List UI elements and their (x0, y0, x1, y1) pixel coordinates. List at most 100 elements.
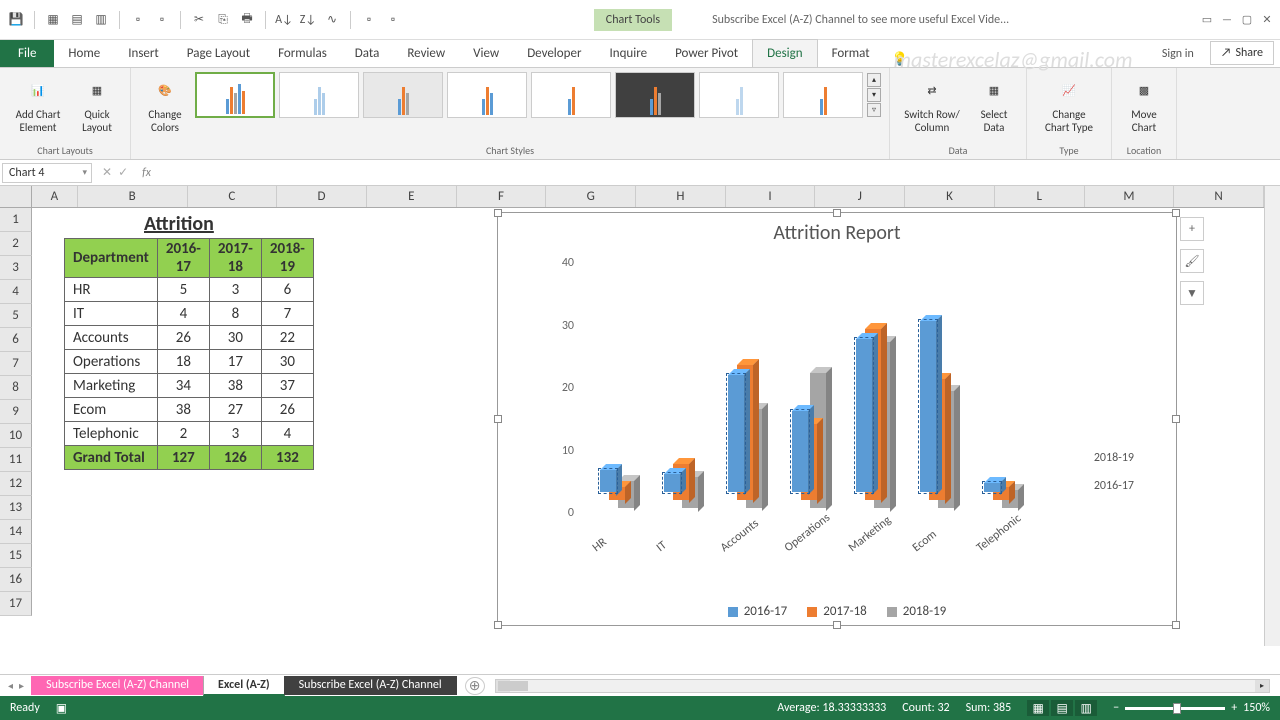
chart-bar[interactable] (856, 339, 872, 492)
view-switcher[interactable]: ▦ ▤ ▥ (1027, 700, 1097, 716)
bar-group[interactable] (590, 308, 650, 508)
table-cell[interactable]: 18 (157, 350, 209, 374)
select-all-corner[interactable] (0, 186, 32, 208)
formula-input[interactable] (157, 163, 1280, 183)
row-header[interactable]: 7 (0, 352, 32, 376)
legend-item[interactable]: 2017-18 (807, 604, 867, 619)
row-header[interactable]: 17 (0, 592, 32, 616)
row-header[interactable]: 8 (0, 376, 32, 400)
row-header[interactable]: 14 (0, 520, 32, 544)
qat-icon[interactable]: ▫ (130, 12, 146, 28)
chart-style-thumb[interactable] (783, 72, 863, 118)
qat-icon[interactable]: ▫ (154, 12, 170, 28)
sheet-tab-active[interactable]: Excel (A-Z) (203, 676, 285, 696)
share-button[interactable]: ↗ Share (1210, 41, 1274, 65)
bar-group[interactable] (846, 308, 906, 508)
table-cell[interactable]: 26 (261, 398, 313, 422)
row-header[interactable]: 11 (0, 448, 32, 472)
chart-style-thumb[interactable] (531, 72, 611, 118)
close-icon[interactable]: ✕ (1258, 13, 1276, 27)
zoom-control[interactable]: − + 150% (1113, 701, 1270, 715)
maximize-icon[interactable]: ▢ (1238, 13, 1256, 27)
sheet-tab[interactable]: Subscribe Excel (A-Z) Channel (31, 676, 204, 695)
table-cell[interactable]: 8 (209, 302, 261, 326)
zoom-level[interactable]: 150% (1243, 701, 1270, 715)
horizontal-scrollbar[interactable]: ◂▸ (495, 679, 1270, 693)
table-cell[interactable]: HR (65, 278, 158, 302)
row-header[interactable]: 13 (0, 496, 32, 520)
select-data-button[interactable]: ▦ Select Data (970, 72, 1018, 136)
cut-icon[interactable]: ✂ (191, 12, 207, 28)
qat-icon[interactable]: ▤ (69, 12, 85, 28)
table-cell[interactable]: Telephonic (65, 422, 158, 446)
change-colors-button[interactable]: 🎨 Change Colors (139, 72, 191, 136)
chart-style-thumb[interactable] (699, 72, 779, 118)
tab-inquire[interactable]: Inquire (595, 40, 661, 67)
print-icon[interactable]: 🖶 (239, 12, 255, 28)
fx-icon[interactable]: fx (136, 166, 157, 180)
table-cell[interactable]: Grand Total (65, 446, 158, 470)
table-cell[interactable]: 38 (209, 374, 261, 398)
sheet-nav[interactable]: ◂▸ (0, 679, 32, 692)
chart-style-thumb[interactable] (363, 72, 443, 118)
change-chart-type-button[interactable]: 📈 Change Chart Type (1035, 72, 1103, 136)
column-header[interactable]: A (32, 186, 78, 207)
qat-icon[interactable]: ▦ (45, 12, 61, 28)
chart-bar[interactable] (984, 483, 1000, 492)
table-cell[interactable]: 4 (261, 422, 313, 446)
chart-elements-button[interactable]: + (1180, 217, 1204, 241)
column-header[interactable]: N (1174, 186, 1264, 207)
row-header[interactable]: 16 (0, 568, 32, 592)
column-header[interactable]: E (367, 186, 457, 207)
switch-row-column-button[interactable]: ⇄ Switch Row/ Column (898, 72, 966, 136)
chart-bar[interactable] (920, 321, 936, 492)
row-header[interactable]: 3 (0, 256, 32, 280)
row-header[interactable]: 2 (0, 232, 32, 256)
table-cell[interactable]: 27 (209, 398, 261, 422)
gallery-scroll[interactable]: ▴▾▿ (867, 73, 881, 117)
row-header[interactable]: 15 (0, 544, 32, 568)
name-box[interactable]: Chart 4 (2, 163, 92, 183)
table-cell[interactable]: 127 (157, 446, 209, 470)
bar-group[interactable] (718, 308, 778, 508)
macro-record-icon[interactable]: ▣ (56, 701, 67, 716)
save-icon[interactable]: 💾 (8, 12, 24, 28)
tab-view[interactable]: View (459, 40, 513, 67)
tab-file[interactable]: File (0, 40, 54, 67)
zoom-slider[interactable] (1125, 707, 1225, 710)
table-cell[interactable]: Operations (65, 350, 158, 374)
embedded-chart[interactable]: + 🖌 ▼ Attrition Report 010203040 HRITAcc… (497, 212, 1177, 626)
chart-style-thumb[interactable] (615, 72, 695, 118)
table-cell[interactable]: 126 (209, 446, 261, 470)
column-header[interactable]: B (78, 186, 188, 207)
column-header[interactable]: L (995, 186, 1085, 207)
tab-power-pivot[interactable]: Power Pivot (661, 40, 752, 67)
open-icon[interactable]: ▫ (385, 12, 401, 28)
zoom-in-icon[interactable]: + (1231, 701, 1237, 715)
chart-bar[interactable] (664, 474, 680, 492)
table-cell[interactable]: Marketing (65, 374, 158, 398)
column-header[interactable]: F (457, 186, 547, 207)
table-cell[interactable]: 5 (157, 278, 209, 302)
spreadsheet-grid[interactable]: ABCDEFGHIJKLMN 1234567891011121314151617… (0, 186, 1280, 646)
quick-layout-button[interactable]: ▦ Quick Layout (72, 72, 122, 136)
tab-formulas[interactable]: Formulas (264, 40, 341, 67)
sort-asc-icon[interactable]: A↓ (276, 12, 292, 28)
row-header[interactable]: 5 (0, 304, 32, 328)
column-header[interactable]: J (815, 186, 905, 207)
table-cell[interactable]: Accounts (65, 326, 158, 350)
tab-home[interactable]: Home (54, 40, 114, 67)
chart-style-thumb[interactable] (279, 72, 359, 118)
tab-developer[interactable]: Developer (513, 40, 595, 67)
sign-in-link[interactable]: Sign in (1152, 41, 1204, 67)
new-sheet-button[interactable]: ⊕ (465, 677, 485, 695)
chart-styles-button[interactable]: 🖌 (1180, 249, 1204, 273)
table-cell[interactable]: 2 (157, 422, 209, 446)
column-header[interactable]: C (188, 186, 278, 207)
sort-desc-icon[interactable]: Z↓ (300, 12, 316, 28)
normal-view-icon[interactable]: ▦ (1027, 700, 1049, 716)
table-cell[interactable]: 132 (261, 446, 313, 470)
chart-bar[interactable] (600, 470, 616, 493)
cancel-formula-icon[interactable]: ✕ (102, 165, 112, 180)
column-header[interactable]: D (277, 186, 367, 207)
